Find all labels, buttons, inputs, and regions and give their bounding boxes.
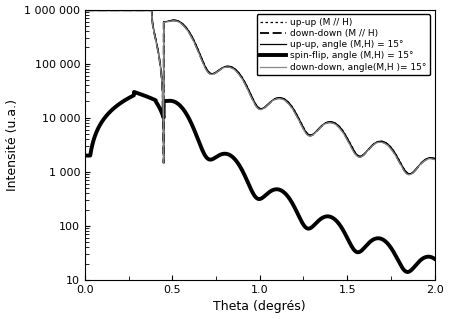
down-down, angle(M,H )= 15° <box>232 68 238 72</box>
spin-flip, angle (M,H) = 15° <box>83 154 88 158</box>
spin-flip, angle (M,H) = 15° <box>404 270 409 274</box>
up-up (M // H) <box>229 65 235 69</box>
Legend: up-up (M // H), down-down (M // H), up-up, angle (M,H) = 15°, spin-flip, angle (: up-up (M // H), down-down (M // H), up-u… <box>257 14 430 75</box>
spin-flip, angle (M,H) = 15° <box>131 90 136 94</box>
X-axis label: Theta (degrés): Theta (degrés) <box>213 300 306 314</box>
up-up, angle (M,H) = 15° <box>229 65 235 69</box>
up-up (M // H) <box>404 170 409 174</box>
up-up (M // H) <box>432 157 437 160</box>
up-up (M // H) <box>421 159 427 163</box>
spin-flip, angle (M,H) = 15° <box>229 155 235 159</box>
up-up, angle (M,H) = 15° <box>83 8 88 11</box>
spin-flip, angle (M,H) = 15° <box>421 256 427 260</box>
down-down, angle(M,H )= 15° <box>248 95 254 99</box>
down-down (M // H) <box>83 8 88 12</box>
spin-flip, angle (M,H) = 15° <box>432 257 437 261</box>
Line: down-down (M // H): down-down (M // H) <box>85 10 435 174</box>
down-down (M // H) <box>248 94 254 98</box>
down-down, angle(M,H )= 15° <box>83 9 88 13</box>
up-up, angle (M,H) = 15° <box>232 67 238 71</box>
down-down (M // H) <box>421 159 427 163</box>
down-down, angle(M,H )= 15° <box>406 173 412 177</box>
Line: up-up, angle (M,H) = 15°: up-up, angle (M,H) = 15° <box>85 10 435 174</box>
spin-flip, angle (M,H) = 15° <box>232 157 238 161</box>
up-up (M // H) <box>232 67 238 71</box>
down-down, angle(M,H )= 15° <box>229 66 235 70</box>
down-down (M // H) <box>229 66 235 70</box>
up-up (M // H) <box>83 8 88 11</box>
Line: down-down, angle(M,H )= 15°: down-down, angle(M,H )= 15° <box>85 11 435 175</box>
Y-axis label: Intensité (u.a.): Intensité (u.a.) <box>5 99 18 191</box>
up-up (M // H) <box>336 124 342 128</box>
up-up, angle (M,H) = 15° <box>336 124 342 128</box>
up-up (M // H) <box>407 172 413 176</box>
down-down (M // H) <box>407 173 412 176</box>
down-down, angle(M,H )= 15° <box>336 126 342 130</box>
up-up, angle (M,H) = 15° <box>407 172 412 176</box>
spin-flip, angle (M,H) = 15° <box>405 270 410 274</box>
spin-flip, angle (M,H) = 15° <box>249 188 254 192</box>
down-down (M // H) <box>404 171 409 175</box>
up-up (M // H) <box>248 93 254 97</box>
up-up, angle (M,H) = 15° <box>432 157 437 160</box>
up-up, angle (M,H) = 15° <box>421 159 427 162</box>
down-down (M // H) <box>432 157 437 161</box>
down-down (M // H) <box>232 68 238 71</box>
up-up, angle (M,H) = 15° <box>248 93 254 97</box>
Line: up-up (M // H): up-up (M // H) <box>85 10 435 174</box>
down-down, angle(M,H )= 15° <box>421 159 427 163</box>
down-down, angle(M,H )= 15° <box>432 158 437 162</box>
up-up, angle (M,H) = 15° <box>404 170 409 174</box>
spin-flip, angle (M,H) = 15° <box>336 222 342 226</box>
Line: spin-flip, angle (M,H) = 15°: spin-flip, angle (M,H) = 15° <box>85 92 435 272</box>
down-down, angle(M,H )= 15° <box>404 172 409 175</box>
down-down (M // H) <box>336 125 342 129</box>
